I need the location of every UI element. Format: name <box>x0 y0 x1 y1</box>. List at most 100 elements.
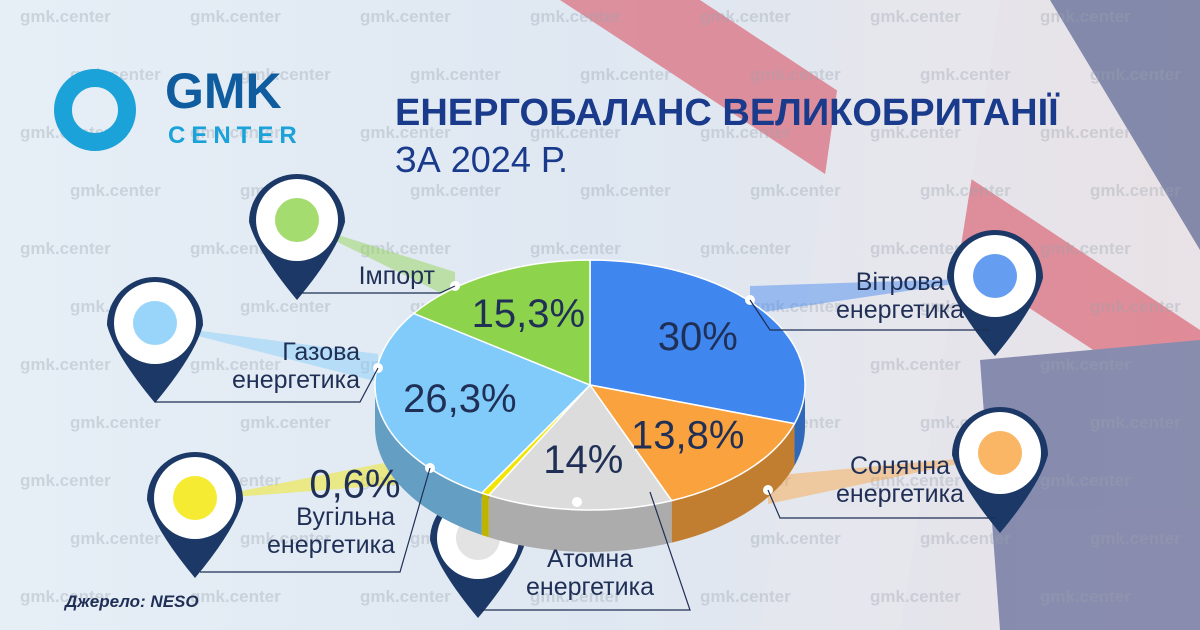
chart-subtitle: ЗА 2024 Р. <box>395 139 568 180</box>
category-label: Сонячна енергетика <box>836 452 964 508</box>
pie-slice <box>589 259 806 425</box>
category-label: Атомна енергетика <box>526 545 654 601</box>
watermark: gmk.center <box>1090 181 1181 200</box>
watermark: gmk.center <box>240 529 331 548</box>
watermark: gmk.center <box>1040 471 1131 490</box>
watermark: gmk.center <box>1040 239 1131 258</box>
pin-icon-color <box>133 301 177 345</box>
pie-slice <box>487 383 673 511</box>
watermark: gmk.center <box>20 239 111 258</box>
watermark: gmk.center <box>870 471 961 490</box>
category-label: Газова енергетика <box>232 338 360 394</box>
logo-main: GMK <box>165 63 282 119</box>
watermark: gmk.center <box>700 123 791 142</box>
watermark: gmk.center <box>410 181 501 200</box>
watermark: gmk.center <box>240 65 331 84</box>
watermark: gmk.center <box>580 181 671 200</box>
leader-line <box>767 489 995 519</box>
watermark: gmk.center <box>70 181 161 200</box>
watermark: gmk.center <box>1040 7 1131 26</box>
watermark: gmk.center <box>870 7 961 26</box>
watermark: gmk.center <box>190 7 281 26</box>
watermark: gmk.center <box>190 587 281 606</box>
watermark: gmk.center <box>530 239 621 258</box>
value-label: 13,8% <box>631 413 744 457</box>
watermark: gmk.center <box>870 355 961 374</box>
leader-line <box>749 299 990 331</box>
watermark: gmk.center <box>20 7 111 26</box>
watermark: gmk.center <box>1040 355 1131 374</box>
pin-ray <box>768 455 1000 504</box>
watermark: gmk.center <box>70 529 161 548</box>
watermark: gmk.center <box>530 7 621 26</box>
watermark: gmk.center <box>700 239 791 258</box>
chart-title: ЕНЕРГОБАЛАНС ВЕЛИКОБРИТАНІЇ <box>395 91 1060 134</box>
pie-slice <box>588 383 796 502</box>
watermark: gmk.center <box>20 471 111 490</box>
value-label: 14% <box>543 438 623 482</box>
pin-icon-color <box>973 254 1017 298</box>
watermark: gmk.center <box>410 65 501 84</box>
watermark: gmk.center <box>700 587 791 606</box>
watermark: gmk.center <box>1040 123 1131 142</box>
category-label: Вугільна енергетика <box>267 503 395 559</box>
watermark: gmk.center <box>530 587 621 606</box>
value-label: 0,6% <box>309 463 400 507</box>
pin-ray <box>750 278 995 314</box>
pie-side <box>375 385 482 535</box>
watermark: gmk.center <box>1090 529 1181 548</box>
watermark: gmk.center <box>580 65 671 84</box>
watermark: gmk.center <box>750 181 841 200</box>
watermark: gmk.center <box>360 7 451 26</box>
watermark: gmk.center <box>190 123 281 142</box>
watermark: gmk.center <box>240 413 331 432</box>
watermark: gmk.center <box>750 65 841 84</box>
category-label: Імпорт <box>358 262 435 290</box>
watermark: gmk.center <box>870 123 961 142</box>
leader-line <box>480 491 691 611</box>
watermark: gmk.center <box>530 123 621 142</box>
watermark: gmk.center <box>920 181 1011 200</box>
logo-sub: CENTER <box>168 122 303 149</box>
watermark: gmk.center <box>20 587 111 606</box>
pie-side <box>488 495 672 552</box>
watermark: gmk.center <box>190 355 281 374</box>
pin-icon-color <box>275 198 319 242</box>
watermark: gmk.center <box>920 65 1011 84</box>
value-label: 15,3% <box>472 292 585 336</box>
leader-dot <box>572 497 582 507</box>
watermark: gmk.center <box>1090 413 1181 432</box>
watermark: gmk.center <box>70 413 161 432</box>
category-label: Вітрова енергетика <box>836 268 964 324</box>
pin-ray <box>195 454 430 500</box>
watermark: gmk.center <box>360 587 451 606</box>
value-label: 30% <box>658 315 738 359</box>
watermark: gmk.center <box>700 7 791 26</box>
pie-slice <box>374 312 592 494</box>
leader-line <box>297 285 456 294</box>
watermark: gmk.center <box>870 239 961 258</box>
watermark: gmk.center <box>1090 65 1181 84</box>
source: Джерело: NESO <box>63 592 199 611</box>
leader-line <box>155 367 379 403</box>
watermark: gmk.center <box>240 297 331 316</box>
pin-icon-color <box>978 431 1022 475</box>
watermark: gmk.center <box>920 529 1011 548</box>
leader-line <box>200 467 431 573</box>
flag <box>560 0 1200 630</box>
value-label: 26,3% <box>403 377 516 421</box>
watermark: gmk.center <box>360 123 451 142</box>
watermark: gmk.center <box>20 355 111 374</box>
pie-side <box>671 423 795 543</box>
logo-mark <box>54 69 136 151</box>
pin-ray <box>155 325 378 382</box>
pie-side <box>481 492 489 538</box>
watermark: gmk.center <box>1040 587 1131 606</box>
watermark: gmk.center <box>750 297 841 316</box>
watermark: gmk.center <box>750 529 841 548</box>
watermark: gmk.center <box>360 239 451 258</box>
watermark: gmk.center <box>1090 297 1181 316</box>
pin-icon-color <box>173 476 217 520</box>
